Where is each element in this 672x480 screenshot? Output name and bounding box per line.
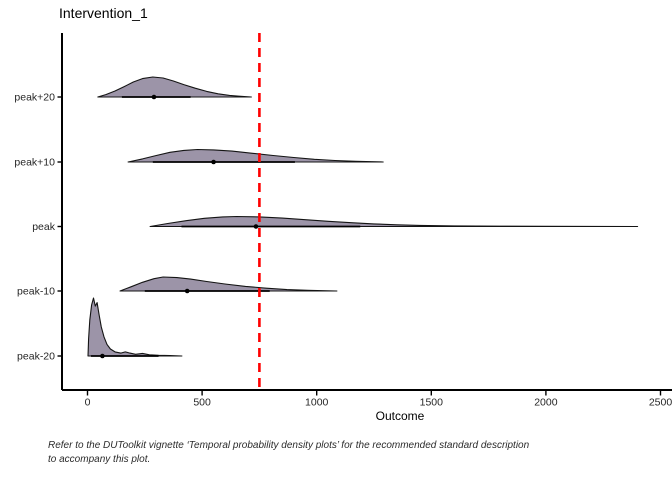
y-tick-label: peak+20: [14, 92, 55, 104]
caption-text: Refer to the DUToolkit vignette ‘Tempora…: [48, 440, 530, 451]
point-estimate-marker: [151, 94, 157, 100]
density-curve-peakminus20: [87, 297, 183, 357]
point-estimate-marker: [184, 288, 190, 294]
chart-title: Intervention_1: [59, 5, 148, 21]
x-tick-label: 2000: [534, 397, 558, 409]
point-estimate-marker: [100, 353, 105, 359]
point-estimate-marker: [253, 224, 259, 229]
y-tick-label: peak: [32, 221, 56, 233]
x-tick-label: 500: [193, 397, 211, 409]
x-axis-title: Outcome: [375, 409, 425, 423]
density-curve-peakplus20: [97, 76, 252, 98]
density-curve-peak: [149, 215, 639, 228]
density-curve-peakplus10: [127, 148, 384, 163]
x-tick-label: 0: [85, 397, 91, 409]
caption-text: to accompany this plot.: [48, 454, 151, 465]
density-curve-peakminus10: [119, 276, 338, 292]
point-estimate-marker: [211, 159, 216, 165]
y-tick-label: peak+10: [14, 157, 55, 169]
x-tick-label: 1500: [420, 397, 444, 409]
y-tick-label: peak-10: [17, 286, 55, 298]
y-tick-label: peak-20: [17, 351, 55, 363]
x-tick-label: 1000: [305, 397, 329, 409]
x-tick-label: 2500: [649, 397, 672, 409]
